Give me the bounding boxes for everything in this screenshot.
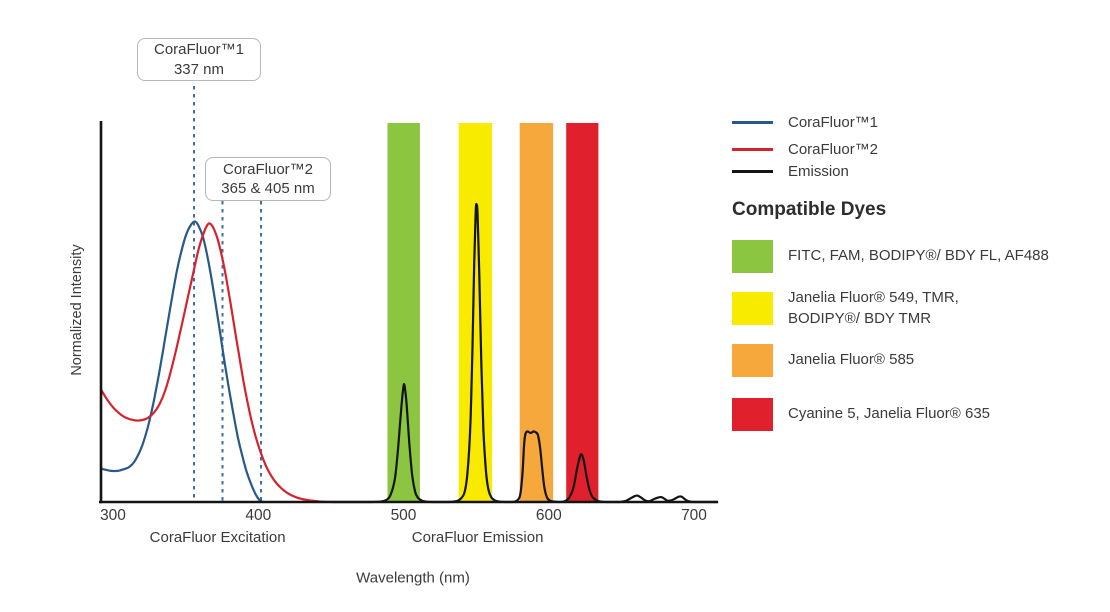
callout-corafluor2-value: 365 & 405 nm xyxy=(221,180,315,197)
x-axis-label: Wavelength (nm) xyxy=(356,569,470,587)
legend-item-corafluor2: CoraFluor™2 xyxy=(732,139,878,159)
dye-item-red: Cyanine 5, Janelia Fluor® 635 xyxy=(732,398,990,431)
legend-item-emission: Emission xyxy=(732,161,849,181)
series-curve-excitation-corafluor1 xyxy=(100,220,265,504)
dye-item-orange: Janelia Fluor® 585 xyxy=(732,344,914,377)
dye-label-red: Cyanine 5, Janelia Fluor® 635 xyxy=(788,405,991,423)
legend-label-emission: Emission xyxy=(788,162,849,180)
emission-band-bar-3 xyxy=(566,123,599,502)
emission-band-bar-1 xyxy=(458,123,493,502)
callout-corafluor2: CoraFluor™2 365 & 405 nm xyxy=(205,157,331,201)
x-tick-label-500: 500 xyxy=(390,507,417,524)
callout-corafluor1-title: CoraFluor™1 xyxy=(153,41,245,58)
dye-item-green: FITC, FAM, BODIPY®/ BDY FL, AF488 xyxy=(732,240,1049,273)
dye-label-orange: Janelia Fluor® 585 xyxy=(788,351,915,369)
legend-item-corafluor1: CoraFluor™1 xyxy=(732,112,878,132)
series-curve-excitation-corafluor2 xyxy=(100,222,335,504)
callout-corafluor2-title: CoraFluor™2 xyxy=(222,160,314,178)
callout-corafluor1: CoraFluor™1 337 nm xyxy=(137,38,261,81)
legend-label-corafluor2: CoraFluor™2 xyxy=(788,140,879,158)
x-tick-label-300: 300 xyxy=(100,507,126,524)
legend-label-corafluor1: CoraFluor™1 xyxy=(788,113,879,131)
x-tick-label-600: 600 xyxy=(535,507,562,524)
x-section-label-emission: CoraFluor Emission xyxy=(411,529,544,546)
emission-band-bar-0 xyxy=(387,123,420,502)
dye-label-yellow: Janelia Fluor® 549, TMR, BODIPY®/ BDY TM… xyxy=(788,289,959,327)
x-tick-label-400: 400 xyxy=(245,507,272,524)
y-axis-label: Normalized Intensity xyxy=(69,244,85,376)
compatible-dyes-heading: Compatible Dyes xyxy=(732,199,887,220)
callout-corafluor1-value: 337 nm xyxy=(173,60,225,78)
x-section-label-excitation: CoraFluor Excitation xyxy=(149,529,286,546)
spectra-chart xyxy=(99,86,719,504)
dye-item-yellow: Janelia Fluor® 549, TMR, BODIPY®/ BDY TM… xyxy=(732,289,959,327)
series-curve-emission-emission xyxy=(332,202,719,504)
dye-label-green: FITC, FAM, BODIPY®/ BDY FL, AF488 xyxy=(788,247,1049,265)
x-tick-label-700: 700 xyxy=(681,507,707,524)
